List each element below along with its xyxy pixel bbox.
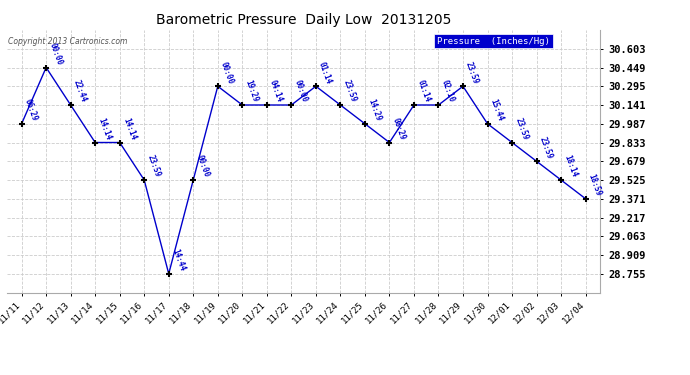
Text: 23:59: 23:59 [538, 135, 554, 160]
Text: 18:14: 18:14 [562, 154, 579, 179]
Text: 23:59: 23:59 [464, 60, 480, 85]
Text: 14:29: 14:29 [366, 98, 382, 123]
Text: Pressure  (Inches/Hg): Pressure (Inches/Hg) [437, 37, 550, 46]
Text: 23:59: 23:59 [513, 117, 530, 141]
Title: Barometric Pressure  Daily Low  20131205: Barometric Pressure Daily Low 20131205 [156, 13, 451, 27]
Text: Copyright 2013 Cartronics.com: Copyright 2013 Cartronics.com [8, 37, 128, 46]
Text: 14:44: 14:44 [170, 248, 186, 273]
Text: 00:00: 00:00 [293, 79, 309, 104]
Text: 06:29: 06:29 [23, 98, 39, 123]
Text: 00:00: 00:00 [195, 154, 211, 179]
Text: 15:44: 15:44 [489, 98, 505, 123]
Text: 01:14: 01:14 [317, 60, 333, 85]
Text: 22:44: 22:44 [72, 79, 88, 104]
Text: 23:59: 23:59 [146, 154, 162, 179]
Text: 23:59: 23:59 [342, 79, 358, 104]
Text: 18:59: 18:59 [586, 173, 603, 198]
Text: 14:14: 14:14 [121, 117, 137, 141]
Text: 04:14: 04:14 [268, 79, 284, 104]
Text: 08:29: 08:29 [391, 117, 407, 141]
Text: 19:29: 19:29 [244, 79, 260, 104]
Text: 01:14: 01:14 [415, 79, 431, 104]
Text: 02:10: 02:10 [440, 79, 456, 104]
Text: 00:00: 00:00 [219, 60, 235, 85]
Text: 00:00: 00:00 [48, 42, 63, 66]
Text: 14:14: 14:14 [97, 117, 112, 141]
